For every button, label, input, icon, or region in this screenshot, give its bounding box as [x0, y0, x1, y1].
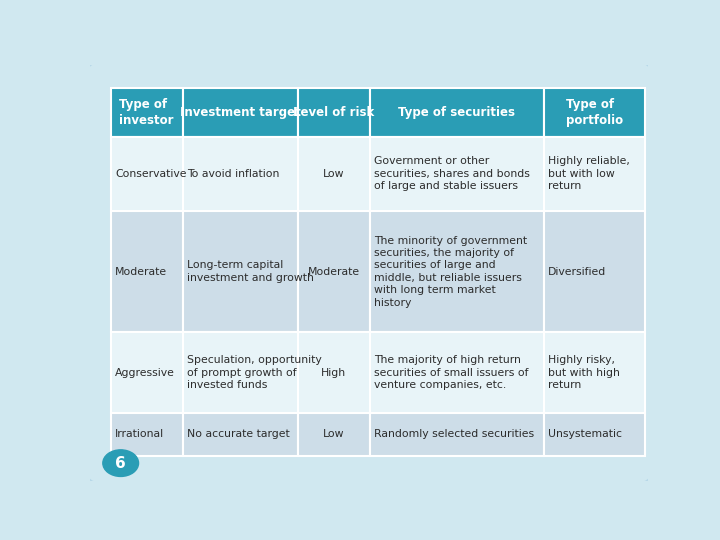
- FancyBboxPatch shape: [298, 211, 370, 332]
- FancyBboxPatch shape: [111, 211, 183, 332]
- Text: Investment target: Investment target: [180, 106, 301, 119]
- FancyBboxPatch shape: [183, 137, 298, 211]
- Text: Irrational: Irrational: [115, 429, 164, 440]
- FancyBboxPatch shape: [544, 332, 645, 413]
- Text: Moderate: Moderate: [307, 267, 360, 276]
- FancyBboxPatch shape: [544, 137, 645, 211]
- Text: The minority of government
securities, the majority of
securities of large and
m: The minority of government securities, t…: [374, 235, 528, 308]
- FancyBboxPatch shape: [111, 137, 183, 211]
- Text: Unsystematic: Unsystematic: [548, 429, 622, 440]
- FancyBboxPatch shape: [370, 413, 544, 456]
- Text: Low: Low: [323, 429, 345, 440]
- Text: 6: 6: [115, 456, 126, 471]
- FancyBboxPatch shape: [111, 87, 183, 137]
- Text: Type of
portfolio: Type of portfolio: [566, 98, 623, 127]
- Text: Type of
investor: Type of investor: [120, 98, 174, 127]
- Text: High: High: [321, 368, 346, 377]
- FancyBboxPatch shape: [111, 413, 183, 456]
- FancyBboxPatch shape: [111, 332, 183, 413]
- Text: The majority of high return
securities of small issuers of
venture companies, et: The majority of high return securities o…: [374, 355, 529, 390]
- FancyBboxPatch shape: [544, 211, 645, 332]
- Text: Aggressive: Aggressive: [115, 368, 175, 377]
- Text: Speculation, opportunity
of prompt growth of
invested funds: Speculation, opportunity of prompt growt…: [187, 355, 322, 390]
- Text: Government or other
securities, shares and bonds
of large and stable issuers: Government or other securities, shares a…: [374, 157, 530, 191]
- Text: Randomly selected securities: Randomly selected securities: [374, 429, 534, 440]
- Text: Diversified: Diversified: [548, 267, 606, 276]
- Text: Highly reliable,
but with low
return: Highly reliable, but with low return: [548, 157, 630, 191]
- Text: No accurate target: No accurate target: [187, 429, 290, 440]
- FancyBboxPatch shape: [298, 413, 370, 456]
- FancyBboxPatch shape: [298, 332, 370, 413]
- Text: Conservative: Conservative: [115, 169, 186, 179]
- FancyBboxPatch shape: [183, 413, 298, 456]
- Text: To avoid inflation: To avoid inflation: [187, 169, 279, 179]
- FancyBboxPatch shape: [183, 87, 298, 137]
- Text: Highly risky,
but with high
return: Highly risky, but with high return: [548, 355, 620, 390]
- FancyBboxPatch shape: [298, 137, 370, 211]
- FancyBboxPatch shape: [298, 87, 370, 137]
- Text: Low: Low: [323, 169, 345, 179]
- FancyBboxPatch shape: [370, 332, 544, 413]
- FancyBboxPatch shape: [544, 87, 645, 137]
- Circle shape: [103, 450, 138, 476]
- Text: Moderate: Moderate: [115, 267, 167, 276]
- FancyBboxPatch shape: [183, 211, 298, 332]
- FancyBboxPatch shape: [370, 137, 544, 211]
- FancyBboxPatch shape: [370, 87, 544, 137]
- Text: Long-term capital
investment and growth: Long-term capital investment and growth: [187, 260, 314, 283]
- FancyBboxPatch shape: [370, 211, 544, 332]
- Text: Type of securities: Type of securities: [398, 106, 516, 119]
- FancyBboxPatch shape: [544, 413, 645, 456]
- Text: Level of risk: Level of risk: [293, 106, 374, 119]
- FancyBboxPatch shape: [183, 332, 298, 413]
